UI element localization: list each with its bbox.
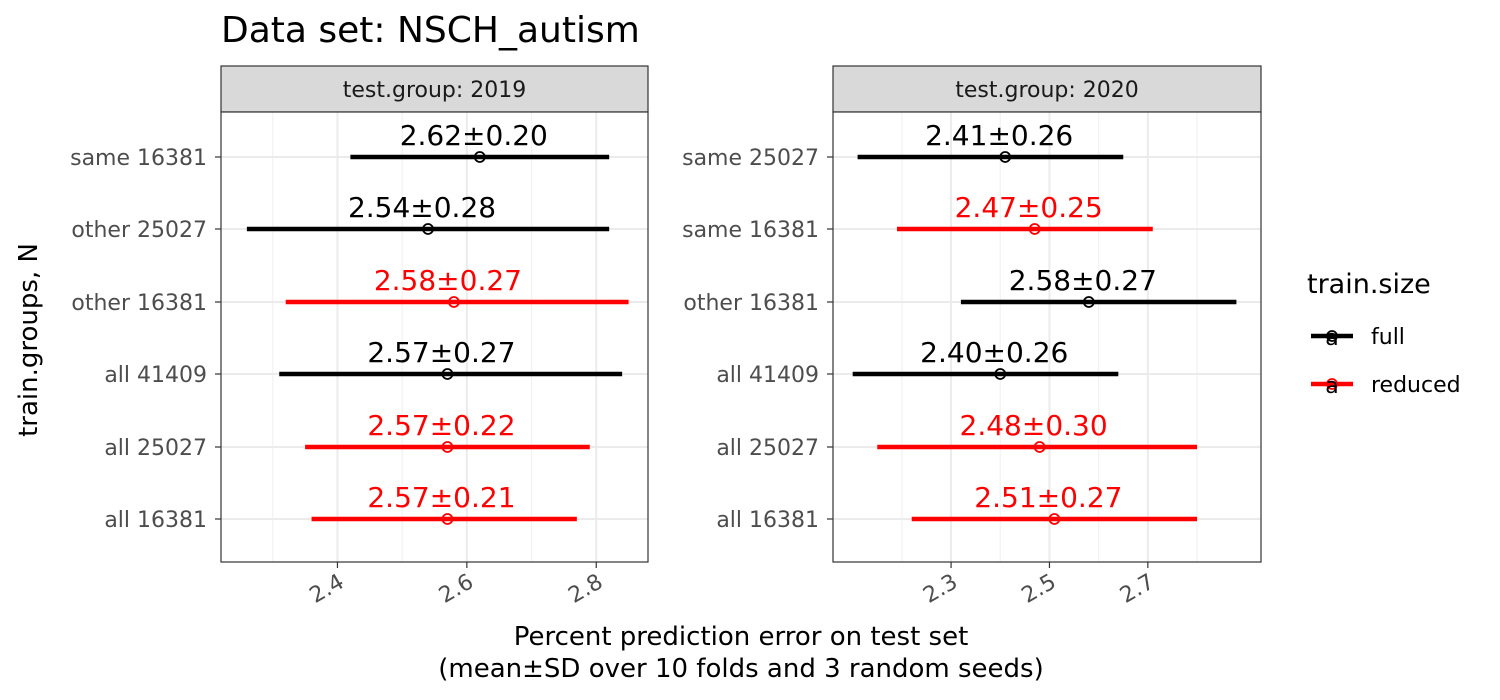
mean-point — [999, 151, 1012, 163]
mean-point — [422, 223, 434, 235]
value-label: 2.58±0.27 — [1009, 264, 1157, 297]
panel-2: test.group: 2020 2.41±0.26 same 25027 2.47±… — [682, 65, 1262, 609]
x-tick-label: 2.5 — [1018, 570, 1061, 609]
chart-title: Data set: NSCH_autism — [221, 10, 640, 51]
value-label: 2.57±0.22 — [367, 409, 515, 442]
value-label: 2.62±0.20 — [400, 119, 548, 152]
legend: train.size a full a reduced — [1307, 269, 1461, 399]
y-tick-label: all 41409 — [716, 363, 819, 388]
facet-strip — [220, 65, 649, 113]
x-tick-label: 2.3 — [919, 570, 962, 609]
legend-label: reduced — [1371, 373, 1461, 398]
mean-point — [994, 368, 1007, 380]
mean-point — [1082, 296, 1095, 308]
facet-strip-label: test.group: 2019 — [343, 78, 527, 103]
x-tick-label: 2.4 — [306, 570, 349, 609]
panel-background — [833, 112, 1261, 562]
value-label: 2.48±0.30 — [960, 409, 1108, 442]
mean-point — [441, 513, 454, 525]
y-tick-label: all 41409 — [104, 363, 207, 388]
x-axis-title-line2: (mean±SD over 10 folds and 3 random seed… — [438, 654, 1043, 684]
facet-strip-label: test.group: 2020 — [955, 78, 1139, 103]
mean-point — [441, 441, 454, 453]
panel-border — [220, 111, 649, 563]
value-label: 2.51±0.27 — [974, 481, 1122, 514]
value-label: 2.54±0.28 — [348, 191, 496, 224]
y-tick-label: same 16381 — [682, 218, 819, 243]
facet-panels: test.group: 2019 2.62±0.20 same 16381 2.54±… — [70, 65, 1262, 609]
panel-background — [221, 112, 648, 562]
y-tick-label: other 25027 — [71, 218, 207, 243]
panel-border — [832, 111, 1262, 563]
mean-point — [441, 368, 454, 380]
value-label: 2.57±0.21 — [367, 481, 515, 514]
value-label: 2.57±0.27 — [367, 336, 515, 369]
y-tick-label: all 25027 — [716, 436, 819, 461]
legend-title: train.size — [1307, 269, 1431, 300]
legend-key-point — [1326, 378, 1338, 390]
facet-strip — [832, 65, 1262, 113]
panel-1: test.group: 2019 2.62±0.20 same 16381 2.54±… — [70, 65, 649, 609]
legend-key-point — [1326, 330, 1338, 342]
mean-point — [1028, 223, 1041, 235]
mean-point — [448, 296, 460, 308]
x-axis-title-line1: Percent prediction error on test set — [514, 622, 969, 652]
y-tick-label: all 16381 — [716, 508, 819, 533]
legend-key-glyph: a — [1325, 374, 1338, 399]
y-tick-label: other 16381 — [683, 291, 819, 316]
value-label: 2.58±0.27 — [374, 264, 522, 297]
y-tick-label: same 16381 — [70, 146, 207, 171]
x-tick-label: 2.6 — [435, 570, 478, 609]
value-label: 2.47±0.25 — [955, 191, 1103, 224]
y-axis-title: train.groups, N — [14, 243, 44, 437]
x-tick-label: 2.8 — [564, 570, 607, 609]
value-label: 2.40±0.26 — [920, 336, 1068, 369]
value-label: 2.41±0.26 — [925, 119, 1073, 152]
x-tick-label: 2.7 — [1116, 570, 1159, 609]
y-tick-label: all 16381 — [104, 508, 207, 533]
mean-point — [1048, 513, 1061, 525]
mean-point — [1033, 441, 1046, 453]
y-tick-label: all 25027 — [104, 436, 207, 461]
y-tick-label: same 25027 — [682, 146, 819, 171]
legend-label: full — [1371, 325, 1405, 350]
legend-key-glyph: a — [1325, 326, 1338, 351]
mean-point — [473, 151, 486, 163]
y-tick-label: other 16381 — [71, 291, 207, 316]
